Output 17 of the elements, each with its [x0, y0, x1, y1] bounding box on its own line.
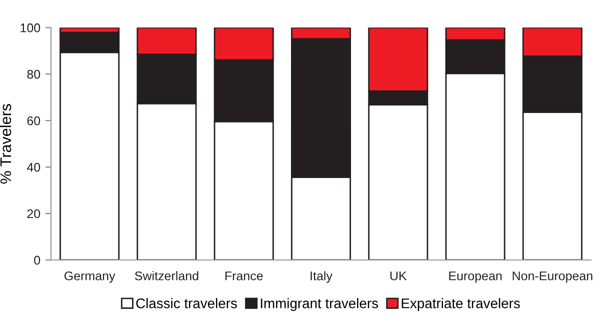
x-tick-label: UK — [390, 272, 407, 280]
x-tick-label: Germany — [64, 271, 116, 283]
x-tick-label: France — [225, 272, 263, 280]
y-tick-label: 20 — [27, 209, 40, 218]
y-tick-label: 40 — [26, 162, 40, 172]
x-tick-label: Switzerland — [134, 271, 198, 280]
x-tick-label: Non-European — [512, 272, 592, 283]
x-tick-label: Italy — [310, 271, 332, 283]
legend-label: Expatriate travelers — [402, 298, 520, 312]
y-tick-label: 80 — [27, 70, 40, 79]
legend-label: Immigrant travelers — [260, 298, 378, 312]
y-tick-label: 60 — [27, 116, 40, 126]
y-axis-title: % Travelers — [0, 104, 12, 184]
x-tick-label: European — [449, 272, 502, 283]
legend-label: Classic travelers — [136, 298, 237, 308]
y-tick-label: 100 — [20, 23, 40, 32]
y-tick-label: 0 — [34, 256, 40, 265]
